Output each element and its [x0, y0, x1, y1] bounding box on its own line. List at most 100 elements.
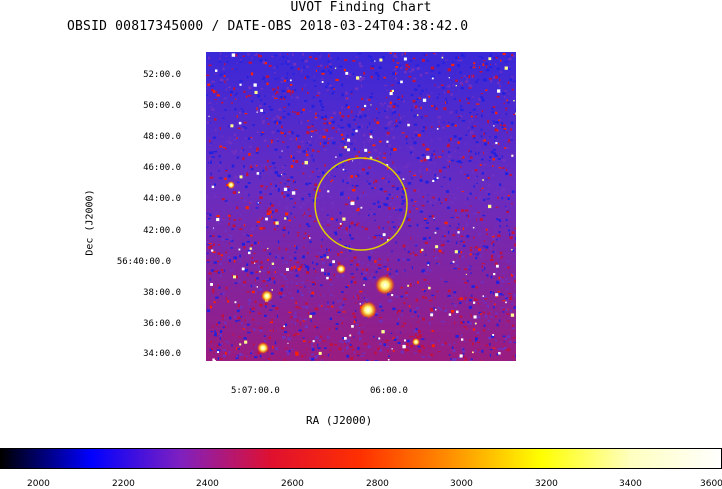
noise-pixel [378, 112, 380, 114]
noise-pixel [309, 357, 312, 360]
noise-pixel [473, 65, 475, 67]
noise-pixel [232, 274, 234, 277]
noise-pixel [368, 359, 371, 361]
noise-pixel [344, 245, 347, 248]
noise-pixel [438, 120, 440, 123]
noise-pixel [287, 112, 290, 116]
noise-pixel [440, 202, 443, 204]
faint-star [427, 264, 429, 266]
colorbar-tick-label: 3600 [700, 479, 722, 489]
noise-pixel [492, 120, 495, 122]
faint-star [515, 112, 516, 115]
noise-pixel [390, 268, 392, 270]
noise-pixel [443, 176, 446, 178]
noise-pixel [263, 335, 266, 337]
noise-pixel [471, 125, 474, 129]
noise-pixel [302, 172, 305, 175]
noise-pixel [400, 219, 404, 221]
noise-pixel [219, 262, 223, 265]
noise-pixel [503, 167, 505, 169]
noise-pixel [494, 56, 498, 59]
noise-pixel [490, 151, 494, 154]
noise-pixel [367, 127, 371, 129]
noise-pixel [392, 105, 396, 109]
noise-pixel [492, 250, 496, 253]
faint-star [433, 217, 435, 219]
noise-pixel [292, 315, 294, 317]
noise-pixel [483, 60, 486, 62]
noise-pixel [367, 345, 371, 349]
noise-pixel [481, 98, 484, 101]
noise-pixel [465, 223, 469, 227]
noise-pixel [268, 207, 271, 210]
noise-pixel [215, 296, 219, 299]
noise-pixel [354, 224, 356, 226]
noise-pixel [366, 359, 369, 361]
noise-pixel [395, 56, 398, 59]
noise-pixel [329, 317, 332, 320]
noise-pixel [475, 141, 479, 144]
noise-pixel [503, 128, 507, 130]
noise-pixel [323, 141, 327, 145]
noise-pixel [489, 54, 492, 57]
noise-pixel [475, 339, 477, 342]
noise-pixel [341, 106, 343, 109]
noise-pixel [313, 312, 316, 315]
noise-pixel [255, 279, 258, 282]
noise-pixel [322, 227, 324, 230]
faint-star [456, 310, 459, 314]
faint-star [493, 125, 495, 127]
noise-pixel [361, 97, 364, 100]
noise-pixel [469, 85, 473, 88]
noise-pixel [263, 164, 266, 167]
noise-pixel [317, 176, 320, 178]
noise-pixel [335, 78, 339, 81]
noise-pixel [345, 142, 347, 145]
noise-pixel [322, 294, 325, 297]
noise-pixel [442, 235, 446, 238]
faint-star [244, 340, 248, 344]
noise-pixel [484, 309, 486, 311]
noise-pixel [234, 282, 238, 284]
y-tick-label: 36:00.0 [143, 319, 181, 329]
noise-pixel [394, 72, 397, 75]
noise-pixel [305, 212, 307, 214]
noise-pixel [504, 297, 508, 300]
noise-pixel [442, 320, 445, 323]
noise-pixel [410, 151, 413, 155]
noise-pixel [262, 122, 265, 124]
noise-pixel [461, 156, 465, 159]
noise-pixel [246, 263, 249, 266]
noise-pixel [240, 149, 243, 153]
noise-pixel [320, 245, 323, 248]
noise-pixel [457, 147, 459, 149]
faint-star [356, 76, 360, 80]
noise-pixel [344, 134, 347, 138]
noise-pixel [330, 87, 335, 89]
noise-pixel [285, 350, 289, 353]
noise-pixel [446, 144, 450, 148]
noise-pixel [404, 187, 408, 190]
noise-pixel [470, 132, 472, 136]
noise-pixel [442, 61, 445, 65]
noise-pixel [408, 66, 410, 68]
noise-pixel [466, 301, 468, 304]
noise-pixel [376, 157, 379, 160]
noise-pixel [484, 142, 487, 146]
noise-pixel [472, 135, 476, 138]
noise-pixel [440, 84, 444, 86]
noise-pixel [356, 351, 359, 353]
noise-pixel [237, 348, 240, 350]
noise-pixel [214, 330, 216, 333]
faint-star [403, 57, 407, 61]
noise-pixel [421, 270, 424, 273]
noise-pixel [469, 66, 473, 69]
noise-pixel [507, 260, 510, 263]
noise-pixel [277, 86, 279, 90]
noise-pixel [245, 191, 248, 193]
noise-pixel [449, 225, 451, 227]
noise-pixel [228, 214, 231, 217]
noise-pixel [392, 136, 395, 139]
noise-pixel [421, 289, 425, 291]
noise-pixel [345, 346, 349, 350]
